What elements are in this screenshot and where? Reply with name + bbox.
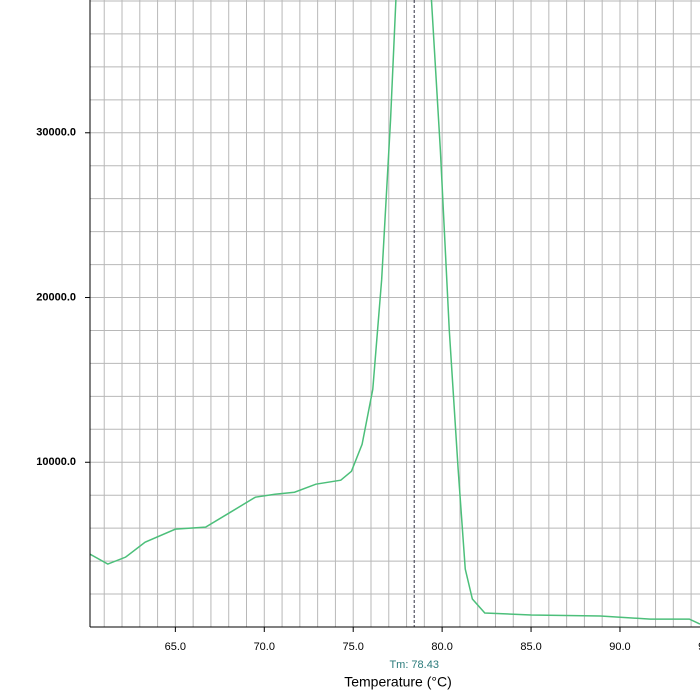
x-tick-label: 90.0 (609, 641, 630, 653)
x-tick-label: 80.0 (431, 641, 452, 653)
x-tick-label: 70.0 (254, 641, 275, 653)
x-tick-label: 95.0 (698, 641, 700, 653)
y-tick-label: 30000.0 (36, 127, 76, 139)
y-tick-label: 10000.0 (36, 456, 76, 468)
x-tick-label: 85.0 (520, 641, 541, 653)
x-tick-label: 65.0 (165, 641, 186, 653)
tm-label: Tm: 78.43 (389, 659, 439, 671)
plot-area (90, 0, 700, 627)
x-tick-label: 75.0 (342, 641, 363, 653)
y-tick-label: 20000.0 (36, 291, 76, 303)
melt-curve (90, 0, 700, 625)
grid (90, 0, 700, 627)
x-axis-label: Temperature (°C) (344, 674, 452, 690)
